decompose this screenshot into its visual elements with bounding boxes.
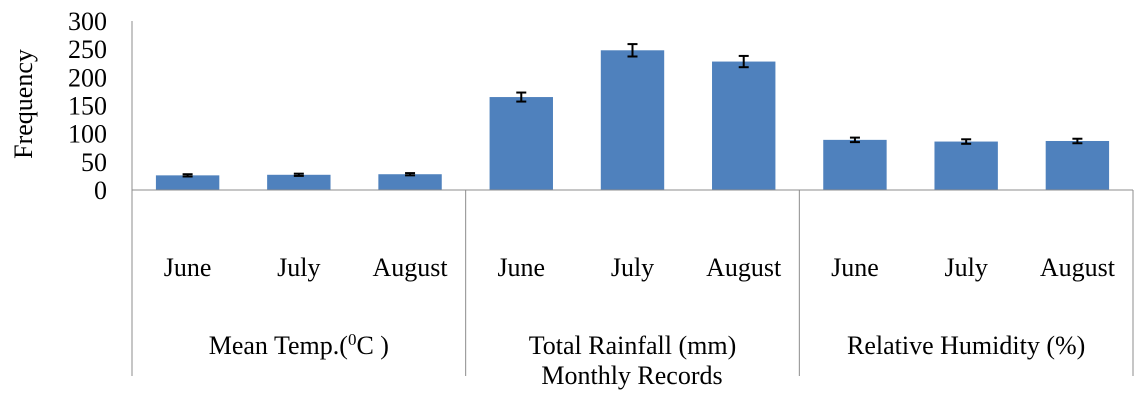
bar	[600, 50, 665, 190]
y-tick-label: 0	[94, 176, 107, 205]
bar	[378, 174, 442, 190]
y-tick-label: 100	[68, 120, 107, 149]
y-tick-label: 150	[68, 92, 107, 121]
x-axis: June July August Mean Temp.(0C ) June July Aug…	[131, 189, 1134, 376]
y-tick-label: 250	[68, 35, 107, 64]
group-label: Relative Humidity (%)	[847, 331, 1085, 360]
x-tick-label: July	[944, 253, 987, 282]
x-tick-label: August	[1040, 253, 1116, 282]
y-tick-label: 200	[68, 63, 107, 92]
bars	[155, 43, 1110, 191]
bar	[155, 175, 220, 190]
bar	[267, 174, 331, 190]
x-tick-label: June	[164, 253, 212, 282]
y-tick-label: 50	[81, 148, 107, 177]
group-label: Mean Temp.(0C )	[209, 330, 389, 361]
bar	[489, 97, 553, 190]
bar	[712, 61, 776, 191]
x-tick-label: July	[611, 253, 654, 282]
x-tick-label: July	[277, 253, 320, 282]
x-tick-label: August	[372, 253, 448, 282]
group-label: Total Rainfall (mm)	[529, 331, 737, 360]
x-tick-label: August	[706, 253, 782, 282]
x-axis-title: Monthly Records	[541, 361, 722, 390]
bar	[934, 141, 998, 190]
x-tick-label: June	[497, 253, 545, 282]
x-tick-label: June	[831, 253, 879, 282]
bar	[823, 139, 887, 190]
y-tick-label: 300	[68, 7, 107, 36]
bar	[1045, 140, 1110, 190]
y-axis-title: Frequency	[9, 49, 38, 159]
